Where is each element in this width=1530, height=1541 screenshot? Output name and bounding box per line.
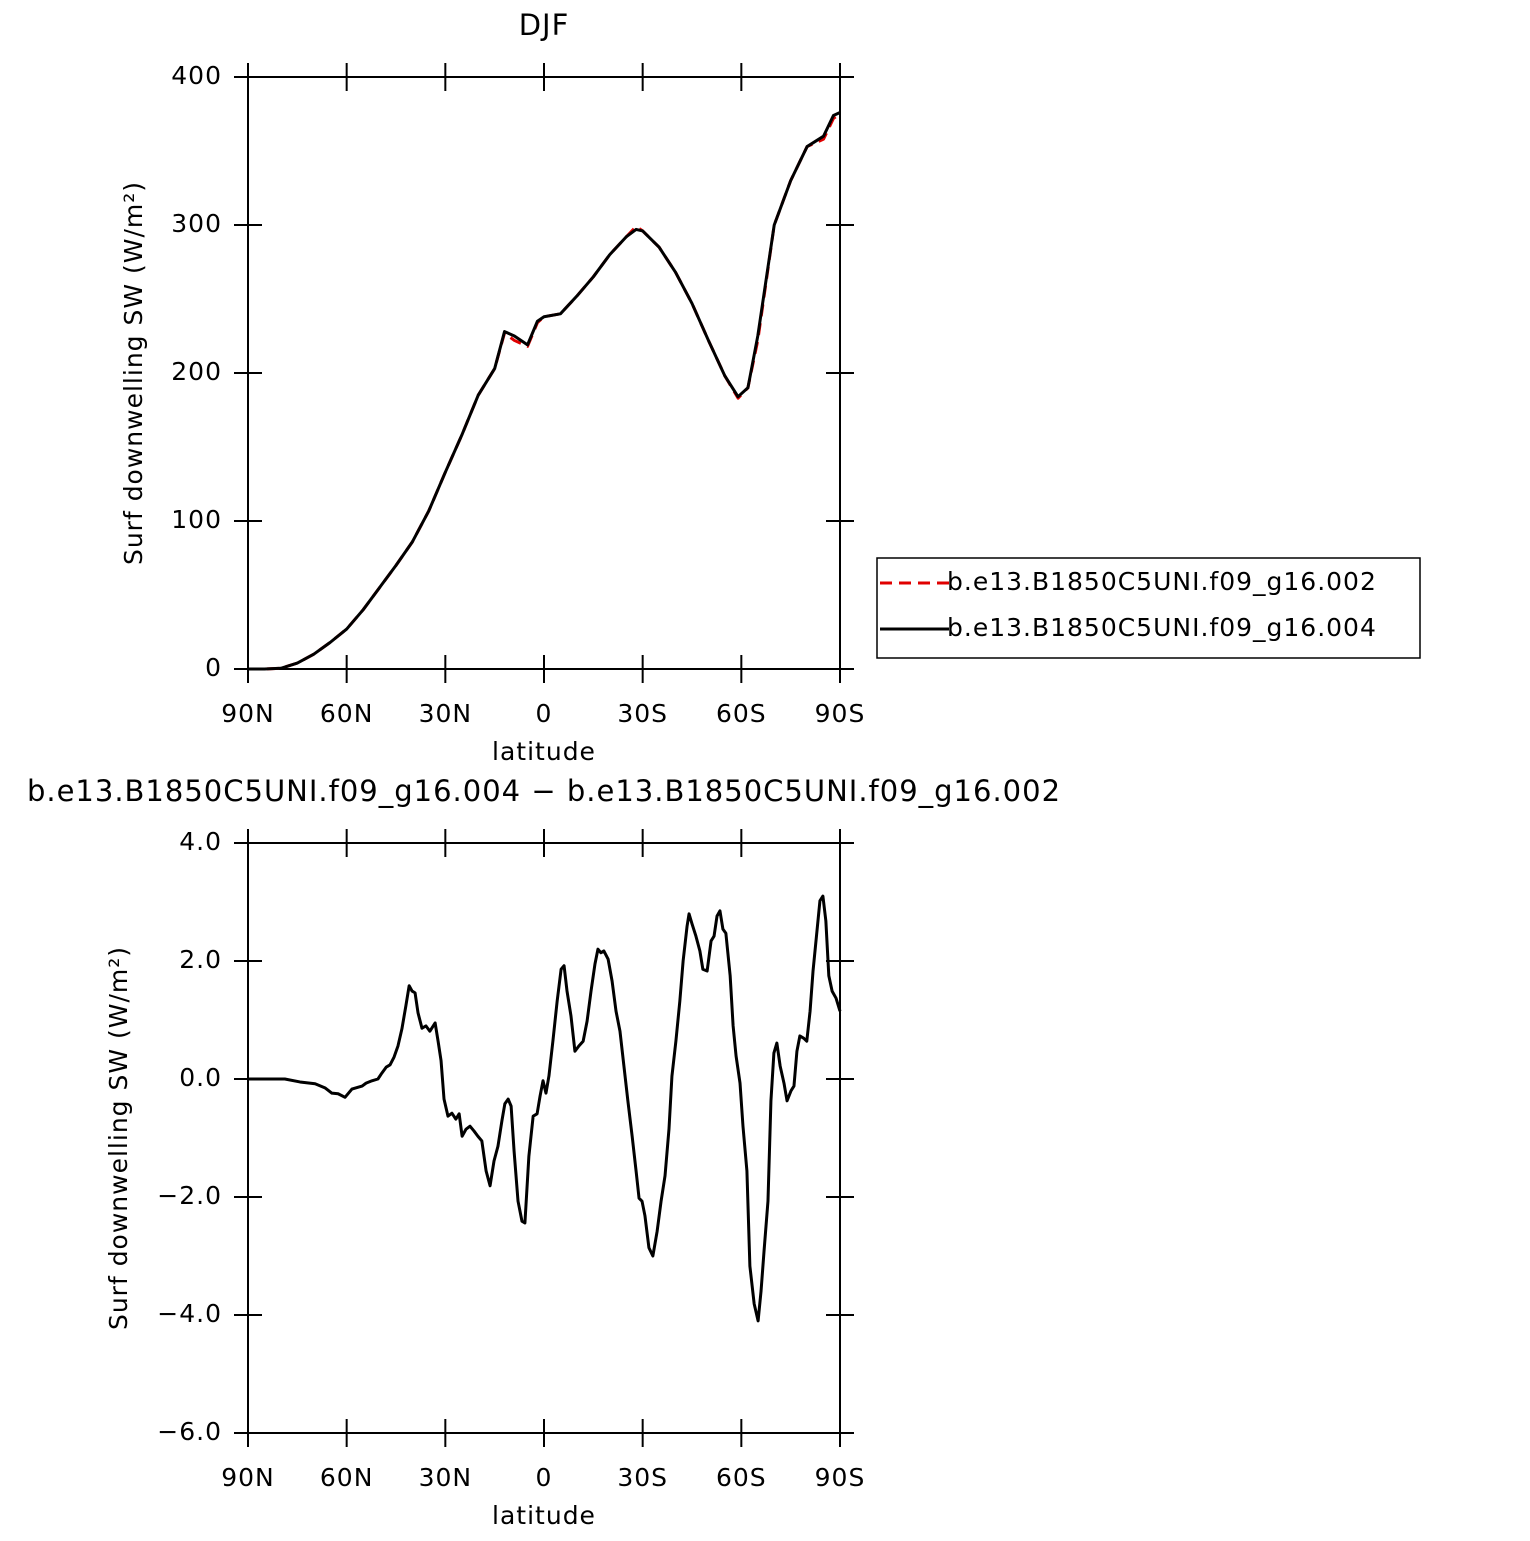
x-tick-label: 30S [617, 1463, 668, 1492]
data-line [248, 894, 842, 1323]
x-tick-label: 60S [716, 699, 767, 728]
y-tick-label: 100 [171, 505, 222, 534]
y-tick-label: −6.0 [157, 1417, 222, 1446]
y-tick-label: 4.0 [179, 827, 222, 856]
plot-frame [247, 76, 841, 670]
x-axis-label: latitude [492, 1501, 596, 1530]
y-tick-label: 200 [171, 357, 222, 386]
legend-box [876, 557, 1421, 659]
data-line [248, 111, 841, 671]
x-tick-label: 90N [221, 699, 275, 728]
data-line [248, 112, 841, 671]
y-tick-label: 2.0 [179, 945, 222, 974]
x-tick-label: 90N [221, 1463, 275, 1492]
y-tick-label: −2.0 [157, 1181, 222, 1210]
chart-title: b.e13.B1850C5UNI.f09_g16.004 − b.e13.B18… [27, 774, 1061, 808]
y-tick-label: 0.0 [179, 1063, 222, 1092]
x-axis-label: latitude [492, 737, 596, 766]
x-tick-label: 60S [716, 1463, 767, 1492]
legend-label: b.e13.B1850C5UNI.f09_g16.002 [947, 567, 1377, 596]
x-tick-label: 30N [419, 699, 473, 728]
legend-label: b.e13.B1850C5UNI.f09_g16.004 [947, 613, 1377, 642]
x-tick-label: 0 [536, 699, 553, 728]
x-tick-label: 30N [419, 1463, 473, 1492]
chart-title: DJF [519, 8, 570, 42]
x-tick-label: 60N [320, 699, 374, 728]
plot-frame [247, 842, 841, 1434]
y-tick-label: 400 [171, 61, 222, 90]
x-tick-label: 60N [320, 1463, 374, 1492]
y-tick-label: 0 [205, 653, 222, 682]
x-tick-label: 30S [617, 699, 668, 728]
x-tick-label: 90S [815, 699, 866, 728]
y-axis-label: Surf downwelling SW (W/m²) [104, 946, 133, 1330]
y-tick-label: 300 [171, 209, 222, 238]
x-tick-label: 0 [536, 1463, 553, 1492]
y-axis-label: Surf downwelling SW (W/m²) [119, 181, 148, 565]
y-tick-label: −4.0 [157, 1299, 222, 1328]
x-tick-label: 90S [815, 1463, 866, 1492]
